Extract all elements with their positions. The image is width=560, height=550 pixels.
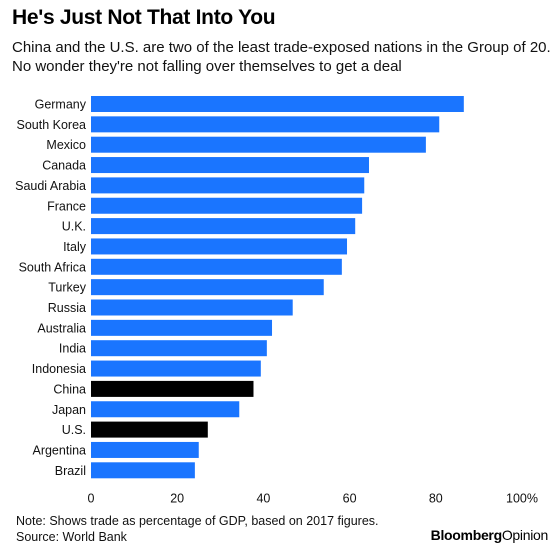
- bar-chart: Germany South Korea Mexico Canada Saudi Arab…: [15, 96, 538, 506]
- bar-u-s: [91, 421, 208, 438]
- bar-indonesia: [91, 360, 261, 377]
- category-label-india: India: [59, 342, 86, 356]
- bar-south-africa: [91, 258, 342, 275]
- brand-part2: Opinion: [501, 527, 548, 543]
- category-label-australia: Australia: [37, 321, 86, 335]
- category-label-brazil: Brazil: [55, 464, 86, 478]
- x-tick-label: 60: [343, 492, 357, 506]
- note-text: Note: Shows trade as percentage of GDP, …: [16, 514, 379, 528]
- bar-france: [91, 197, 363, 214]
- bar-argentina: [91, 441, 199, 458]
- bar-canada: [91, 157, 369, 174]
- category-label-south-korea: South Korea: [17, 118, 87, 132]
- category-label-germany: Germany: [35, 98, 87, 112]
- category-label-russia: Russia: [48, 301, 86, 315]
- category-label-china: China: [53, 382, 86, 396]
- bar-u-k: [91, 218, 356, 235]
- x-tick-label: 100%: [506, 492, 538, 506]
- category-label-u-k: U.K.: [62, 220, 86, 234]
- chart-subtitle: China and the U.S. are two of the least …: [12, 39, 551, 75]
- x-tick-label: 40: [256, 492, 270, 506]
- category-label-argentina: Argentina: [32, 443, 86, 457]
- category-label-japan: Japan: [52, 403, 86, 417]
- bar-italy: [91, 238, 348, 255]
- category-label-france: France: [47, 199, 86, 213]
- bar-india: [91, 340, 267, 357]
- bar-saudi-arabia: [91, 177, 365, 194]
- bloomberg-opinion-logo: BloombergOpinion: [430, 527, 549, 543]
- bar-brazil: [91, 462, 195, 479]
- category-label-indonesia: Indonesia: [32, 362, 86, 376]
- chart-title: He's Just Not That Into You: [12, 6, 276, 29]
- bar-russia: [91, 299, 293, 316]
- bar-south-korea: [91, 116, 440, 133]
- x-tick-label: 20: [170, 492, 184, 506]
- footnote: Note: Shows trade as percentage of GDP, …: [16, 513, 379, 545]
- bar-germany: [91, 96, 464, 112]
- category-label-italy: Italy: [63, 240, 87, 254]
- x-tick-label: 0: [88, 492, 95, 506]
- category-label-mexico: Mexico: [46, 138, 86, 152]
- bar-china: [91, 380, 254, 397]
- bar-japan: [91, 401, 240, 418]
- brand-part1: Bloomberg: [430, 527, 503, 543]
- category-label-canada: Canada: [42, 159, 86, 173]
- bar-australia: [91, 319, 273, 336]
- category-label-u-s: U.S.: [62, 423, 86, 437]
- x-tick-label: 80: [429, 492, 443, 506]
- bar-mexico: [91, 136, 426, 153]
- source-text: Source: World Bank: [16, 530, 127, 544]
- category-label-south-africa: South Africa: [19, 260, 86, 274]
- category-label-turkey: Turkey: [48, 281, 86, 295]
- category-label-saudi-arabia: Saudi Arabia: [15, 179, 86, 193]
- bar-turkey: [91, 279, 324, 296]
